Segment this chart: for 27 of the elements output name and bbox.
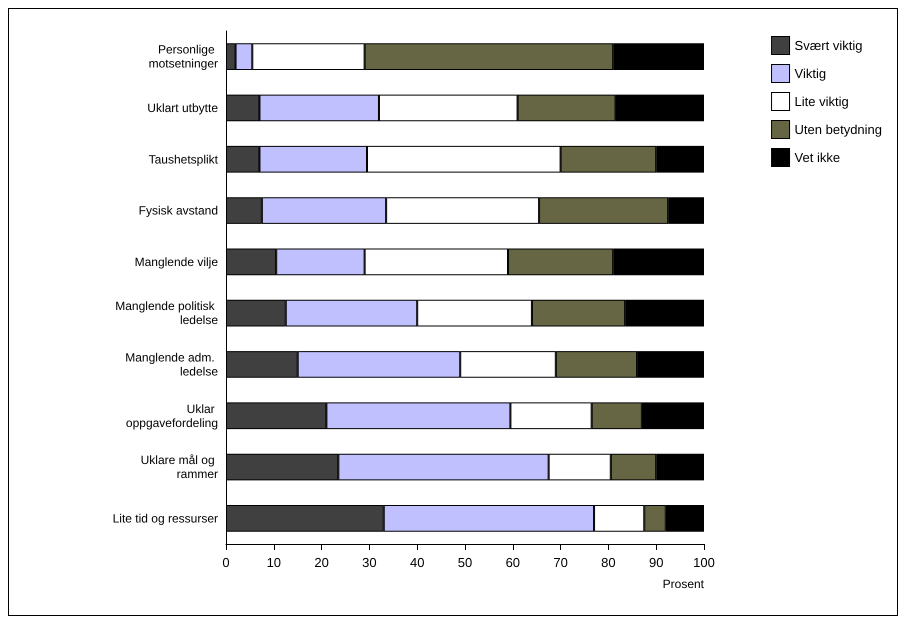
legend-label: Svært viktig xyxy=(794,38,862,53)
y-tick-label: Fysisk avstand xyxy=(138,204,218,218)
y-tick-label: Manglende adm. ledelse xyxy=(125,350,218,378)
x-tick-label: 70 xyxy=(553,555,568,570)
y-tick-label: Manglende politisk ledelse xyxy=(115,299,218,328)
x-tick-label: 80 xyxy=(601,555,616,570)
x-axis-title: Prosent xyxy=(662,577,705,591)
x-tick-label: 40 xyxy=(410,555,424,570)
x-tick-label: 10 xyxy=(266,555,282,570)
legend-label: Viktig xyxy=(794,66,826,81)
x-tick-label: 50 xyxy=(458,555,472,570)
y-tick-label: Lite tid og ressurser xyxy=(112,511,218,526)
legend-label: Lite viktig xyxy=(794,94,849,109)
x-tick-label: 100 xyxy=(693,555,715,570)
x-tick-label: 20 xyxy=(314,555,329,570)
x-tick-label: 60 xyxy=(506,555,520,570)
x-tick-label: 30 xyxy=(362,555,377,570)
y-tick-label: Manglende vilje xyxy=(134,254,218,269)
y-tick-label: Uklart utbytte xyxy=(147,100,218,115)
y-tick-label: Uklare mål og rammer xyxy=(140,453,218,482)
x-tick-label: 90 xyxy=(648,555,664,570)
x-tick-label: 0 xyxy=(222,555,230,570)
legend-label: Uten betydning xyxy=(794,122,882,137)
y-tick-label: Taushetsplikt xyxy=(148,152,219,166)
y-tick-label: Uklar oppgavefordeling xyxy=(126,402,218,430)
legend-label: Vet ikke xyxy=(794,150,840,165)
y-tick-label: Personlige motsetninger xyxy=(148,42,218,71)
